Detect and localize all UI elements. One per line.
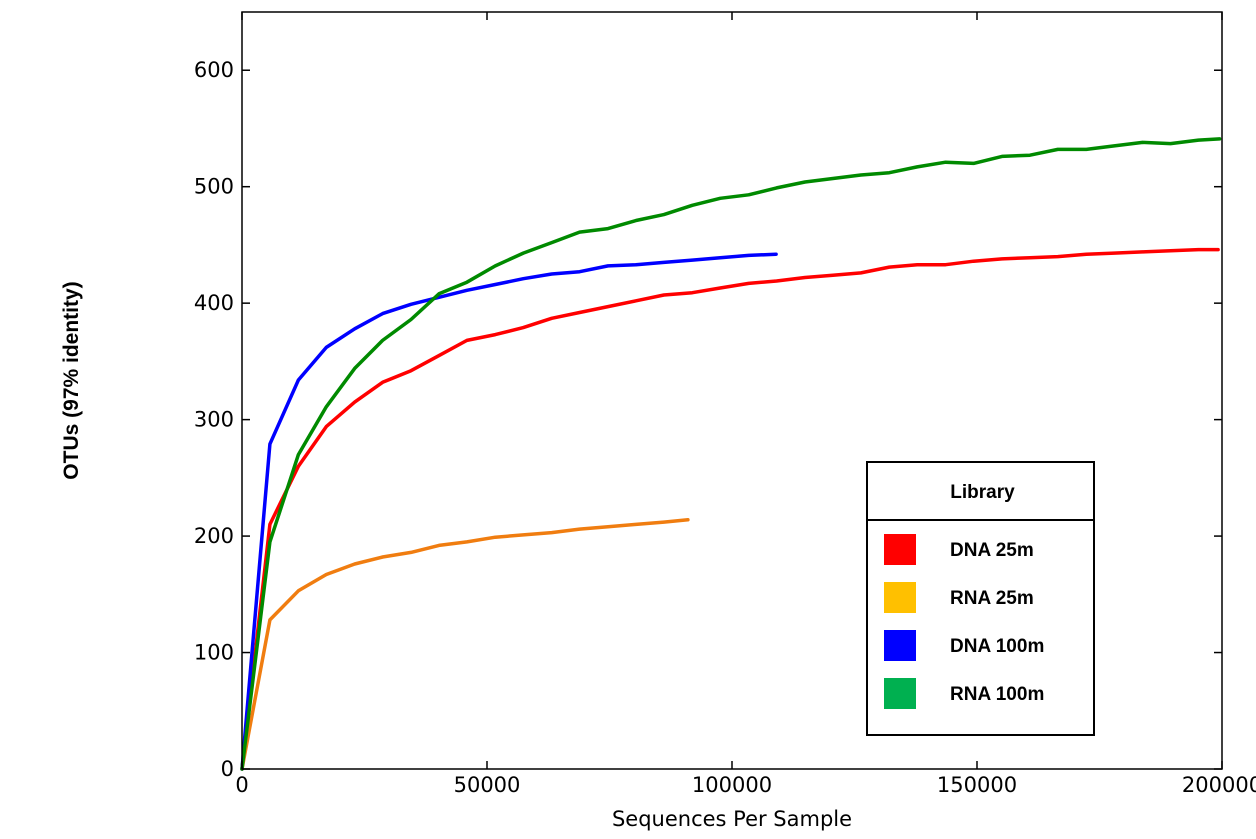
y-tick-label: 600	[194, 58, 234, 82]
legend-swatch	[884, 678, 916, 709]
legend-swatch	[884, 582, 916, 613]
series-layer	[240, 137, 1222, 771]
tick-labels-layer: 0 50000 100000 150000 200000 0 100 200 300 400 500…	[194, 58, 1256, 797]
x-tick-label: 200000	[1182, 773, 1256, 797]
x-tick-label: 150000	[937, 773, 1017, 797]
legend-swatch	[884, 630, 916, 661]
y-tick-label: 300	[194, 408, 234, 432]
legend-title: Library	[950, 482, 1015, 503]
x-tick-label: 50000	[454, 773, 521, 797]
y-tick-label: 0	[221, 757, 234, 781]
series-line-dna-25m	[240, 247, 1220, 771]
x-tick-label: 0	[235, 773, 248, 797]
legend-label: DNA 100m	[950, 636, 1044, 657]
ticks-layer	[241, 12, 1223, 770]
x-tick-label: 100000	[692, 773, 772, 797]
y-tick-label: 500	[194, 175, 234, 199]
x-axis-title: Sequences Per Sample	[612, 807, 852, 831]
legend-swatch	[884, 534, 916, 565]
legend-label: DNA 25m	[950, 540, 1034, 561]
y-axis-title: OTUs (97% identity)	[60, 281, 83, 479]
legend-label: RNA 100m	[950, 684, 1044, 705]
y-tick-label: 100	[194, 641, 234, 665]
series-line-dna-100m	[240, 252, 778, 771]
y-tick-label: 400	[194, 291, 234, 315]
legend-label: RNA 25m	[950, 588, 1034, 609]
y-tick-label: 200	[194, 524, 234, 548]
legend: Library DNA 25m RNA 25m DNA 100m RNA 100m	[866, 461, 1095, 736]
series-line-rna-25m	[240, 518, 690, 771]
legend-entries: DNA 25m RNA 25m DNA 100m RNA 100m	[884, 534, 1044, 709]
series-line-rna-100m	[240, 137, 1222, 771]
